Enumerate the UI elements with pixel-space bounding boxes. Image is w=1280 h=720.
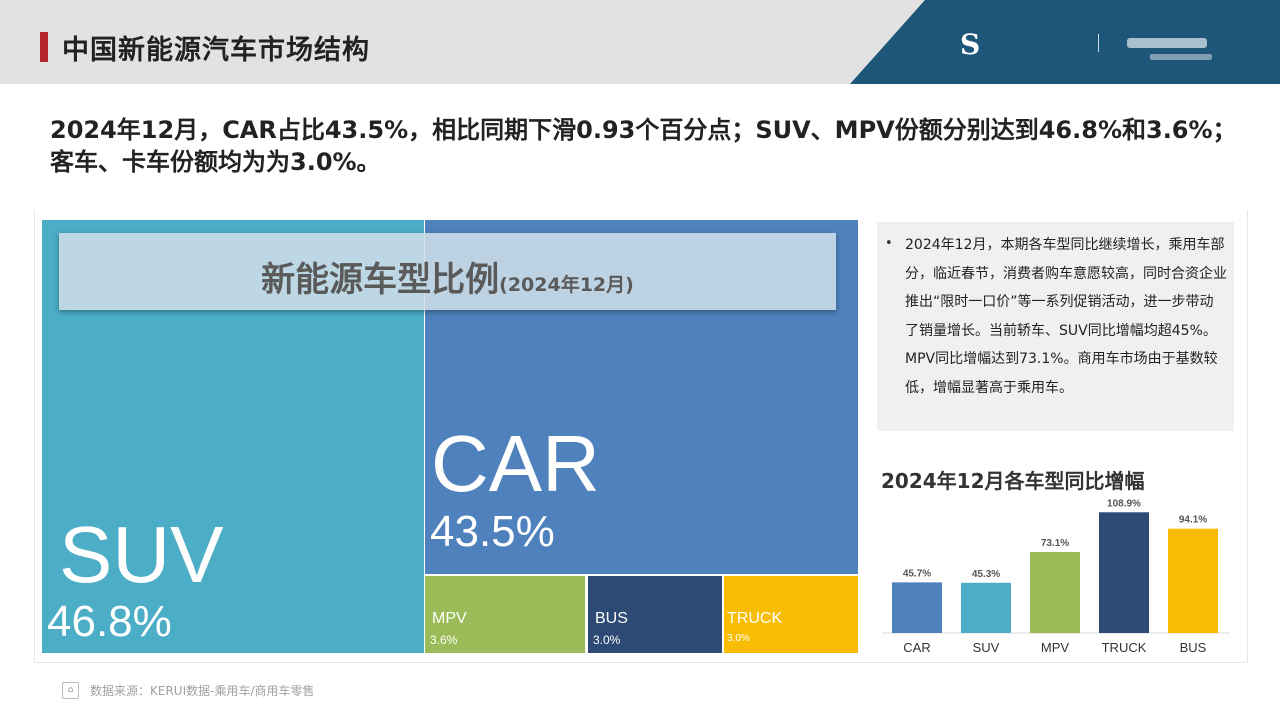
- logo-divider: [1098, 34, 1099, 52]
- data-label-truck: 108.9%: [1107, 498, 1141, 509]
- treemap-subtitle: (2024年12月): [499, 274, 634, 296]
- tile-label-truck: TRUCK: [727, 610, 783, 627]
- treemap-tile-mpv: MPV 3.6%: [425, 576, 585, 653]
- bar-bus: [1168, 528, 1218, 633]
- headline-summary: 2024年12月，CAR占比43.5%，相比同期下滑0.93个百分点；SUV、M…: [50, 116, 1237, 176]
- tile-value-car: 43.5%: [430, 507, 555, 556]
- page-title: 中国新能源汽车市场结构: [62, 35, 370, 66]
- bar-truck: [1099, 512, 1149, 633]
- x-tick-mpv: MPV: [1041, 640, 1070, 655]
- tile-value-mpv: 3.6%: [430, 633, 458, 647]
- tile-label-bus: BUS: [595, 610, 628, 627]
- growth-bar-chart: 45.7% CAR 45.3% SUV 73.1% MPV 108.9% TRUCK 94.1%…: [882, 498, 1230, 655]
- header-accent-bar: [40, 32, 48, 62]
- data-label-bus: 94.1%: [1179, 515, 1207, 526]
- logo-banner: S: [850, 0, 1280, 84]
- tile-value-truck: 3.0%: [727, 633, 750, 644]
- tile-value-suv: 46.8%: [47, 597, 172, 646]
- treemap-frame: [34, 210, 1248, 663]
- bar-mpv: [1030, 551, 1080, 633]
- brand-tagline: [1150, 54, 1212, 60]
- tile-value-bus: 3.0%: [593, 633, 621, 647]
- brand-wordmark: [1127, 38, 1207, 48]
- commentary-text: 2024年12月，本期各车型同比继续增长，乘用车部分，临近春节，消费者购车意愿较…: [905, 237, 1227, 396]
- source-icon: ⌂: [62, 682, 79, 699]
- data-label-suv: 45.3%: [972, 569, 1000, 580]
- data-label-mpv: 73.1%: [1041, 538, 1069, 549]
- tile-label-mpv: MPV: [432, 610, 467, 627]
- bar-suv: [961, 582, 1011, 633]
- x-tick-car: CAR: [903, 640, 930, 655]
- data-source-note: 数据来源：KERUI数据-乘用车/商用车零售: [90, 684, 315, 698]
- x-tick-suv: SUV: [973, 640, 1000, 655]
- data-label-car: 45.7%: [903, 568, 931, 579]
- x-tick-truck: TRUCK: [1102, 640, 1147, 655]
- treemap-title-banner: 新能源车型比例(2024年12月): [59, 233, 836, 310]
- brand-logo: S: [960, 28, 981, 61]
- tile-label-suv: SUV: [59, 510, 224, 599]
- commentary-box: • 2024年12月，本期各车型同比继续增长，乘用车部分，临近春节，消费者购车意…: [877, 222, 1234, 431]
- x-tick-bus: BUS: [1180, 640, 1207, 655]
- treemap-title: 新能源车型比例: [261, 260, 500, 300]
- bullet-icon: •: [885, 236, 893, 251]
- tile-label-car: CAR: [431, 419, 600, 508]
- treemap-tile-truck: TRUCK 3.0%: [724, 576, 858, 653]
- bar-car: [892, 582, 942, 633]
- bar-chart-title: 2024年12月各车型同比增幅: [881, 469, 1145, 493]
- treemap-tile-bus: BUS 3.0%: [588, 576, 722, 653]
